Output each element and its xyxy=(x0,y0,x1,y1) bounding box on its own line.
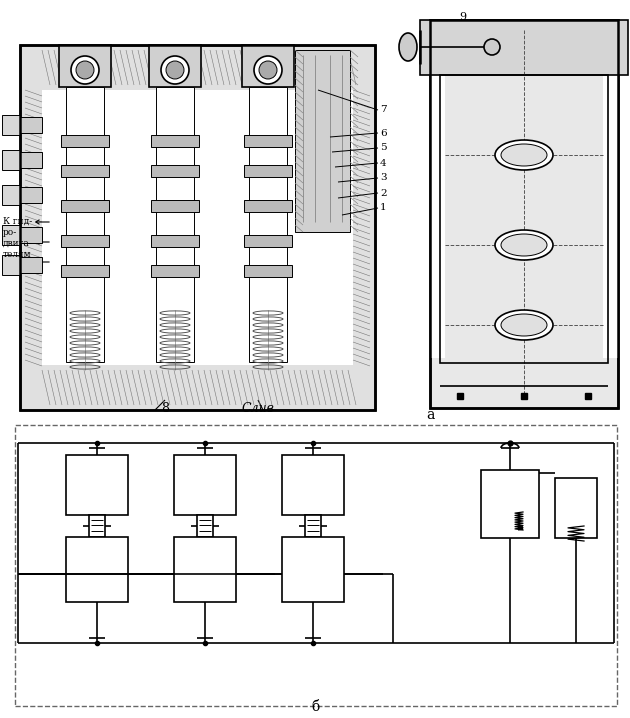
Bar xyxy=(20,117,42,133)
Bar xyxy=(15,425,617,706)
Bar xyxy=(2,255,20,275)
Bar xyxy=(249,87,287,362)
Bar xyxy=(20,45,375,410)
Text: 1: 1 xyxy=(380,203,387,213)
Bar xyxy=(61,200,109,212)
Bar xyxy=(151,165,199,177)
Bar xyxy=(2,115,20,135)
Text: 4: 4 xyxy=(380,159,387,167)
Bar xyxy=(430,70,445,358)
Ellipse shape xyxy=(495,310,553,340)
Ellipse shape xyxy=(501,234,547,256)
Circle shape xyxy=(259,61,277,79)
Text: а: а xyxy=(426,408,434,422)
Text: 3: 3 xyxy=(380,174,387,182)
Text: 2: 2 xyxy=(380,189,387,197)
Text: Слив: Слив xyxy=(241,402,275,415)
Ellipse shape xyxy=(501,144,547,166)
Ellipse shape xyxy=(501,314,547,336)
Bar xyxy=(440,75,608,363)
Bar xyxy=(151,235,199,247)
Ellipse shape xyxy=(495,140,553,170)
Bar xyxy=(66,537,128,602)
Bar xyxy=(2,225,20,245)
Bar xyxy=(244,135,292,147)
Text: 8: 8 xyxy=(161,402,169,415)
Text: 7: 7 xyxy=(380,106,387,114)
Bar xyxy=(282,537,344,602)
Bar xyxy=(61,135,109,147)
Text: б: б xyxy=(311,700,319,714)
Circle shape xyxy=(161,56,189,84)
Circle shape xyxy=(254,56,282,84)
Text: 5: 5 xyxy=(380,144,387,152)
Bar xyxy=(282,455,344,515)
Bar xyxy=(66,455,128,515)
Circle shape xyxy=(71,56,99,84)
Bar xyxy=(174,537,236,602)
Bar xyxy=(42,90,353,365)
Bar xyxy=(174,455,236,515)
Bar xyxy=(244,265,292,277)
Text: К гид-
ро-
двига-
телям: К гид- ро- двига- телям xyxy=(3,217,33,259)
Text: 6: 6 xyxy=(380,129,387,138)
Bar xyxy=(61,265,109,277)
Bar xyxy=(555,478,597,538)
Ellipse shape xyxy=(399,33,417,61)
Bar xyxy=(244,200,292,212)
Bar xyxy=(20,45,375,410)
Bar xyxy=(244,235,292,247)
Bar xyxy=(197,515,213,537)
Circle shape xyxy=(484,39,500,55)
Ellipse shape xyxy=(495,230,553,260)
Circle shape xyxy=(166,61,184,79)
Bar xyxy=(61,235,109,247)
Bar xyxy=(20,257,42,273)
Bar xyxy=(149,45,201,87)
Bar xyxy=(242,45,294,87)
Bar xyxy=(305,515,321,537)
Bar xyxy=(295,50,350,232)
Bar xyxy=(151,200,199,212)
Bar xyxy=(430,20,618,408)
Bar xyxy=(59,45,111,87)
Bar xyxy=(430,20,618,408)
Bar xyxy=(151,135,199,147)
Bar xyxy=(20,187,42,203)
Bar xyxy=(603,70,618,358)
Circle shape xyxy=(76,61,94,79)
Bar xyxy=(156,87,194,362)
Bar xyxy=(420,20,628,75)
Bar xyxy=(2,185,20,205)
Bar xyxy=(244,165,292,177)
Bar xyxy=(20,227,42,243)
Bar xyxy=(89,515,105,537)
Text: 9: 9 xyxy=(459,12,467,22)
Bar xyxy=(151,265,199,277)
Bar xyxy=(20,152,42,168)
Bar xyxy=(481,470,539,538)
Bar xyxy=(66,87,104,362)
Bar xyxy=(2,150,20,170)
Bar xyxy=(61,165,109,177)
